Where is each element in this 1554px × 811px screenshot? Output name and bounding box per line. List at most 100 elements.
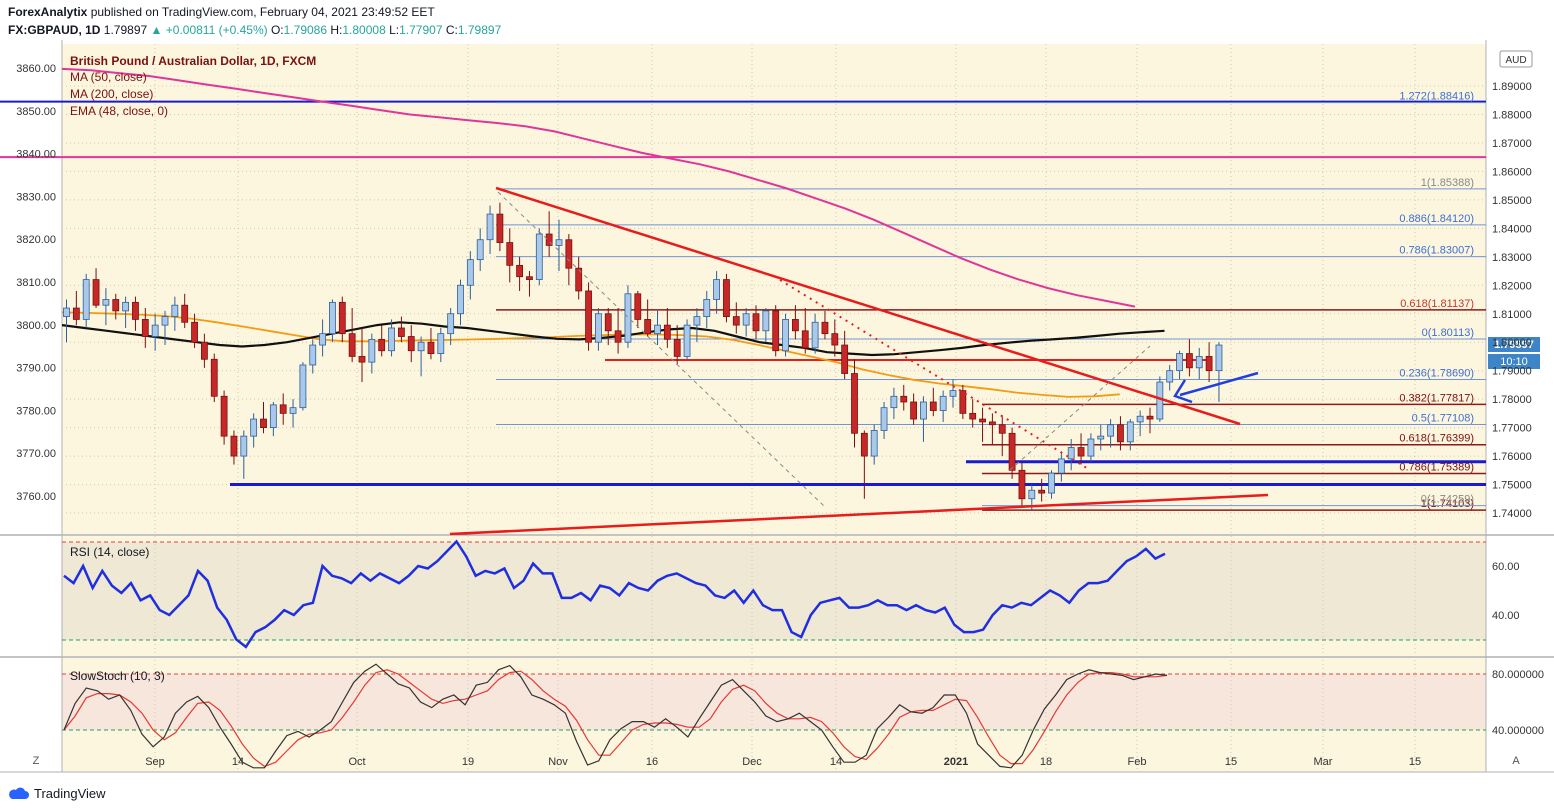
fib-level-label: 1(1.74103) bbox=[1421, 498, 1474, 510]
left-price-tick: 3850.00 bbox=[16, 106, 56, 118]
candle-body bbox=[939, 395, 947, 411]
time-axis-label: 19 bbox=[462, 756, 474, 768]
candle-body bbox=[427, 341, 435, 354]
fib-level-label: 0.786(1.83007) bbox=[1399, 245, 1474, 257]
candle-body bbox=[486, 213, 494, 241]
horizontal-levels[interactable] bbox=[0, 100, 1486, 487]
fib-retracement-guide bbox=[497, 191, 825, 507]
tradingview-wordmark: TradingView bbox=[34, 786, 106, 801]
descending-trendline[interactable] bbox=[495, 186, 1241, 426]
time-axis-label: Sep bbox=[145, 756, 165, 768]
candle-body bbox=[437, 333, 445, 354]
right-price-tick: 1.89000 bbox=[1492, 81, 1532, 93]
fib-level-label: 0.618(1.76399) bbox=[1399, 433, 1474, 445]
right-price-tick: 1.78000 bbox=[1492, 394, 1532, 406]
currency-box[interactable] bbox=[1499, 50, 1533, 68]
candle-body bbox=[900, 395, 908, 403]
time-axis-label: 14 bbox=[830, 756, 842, 768]
dotted-trendline[interactable] bbox=[779, 279, 1091, 471]
trend-drawings[interactable] bbox=[449, 186, 1269, 536]
time-axis-label: 15 bbox=[1409, 756, 1421, 768]
candle-body bbox=[644, 319, 652, 335]
candle-body bbox=[1057, 458, 1065, 474]
published-text: published on TradingView.com, February 0… bbox=[90, 5, 435, 19]
price-pane[interactable] bbox=[62, 44, 1486, 534]
time-axis-label: Oct bbox=[348, 756, 365, 768]
chart-canvas[interactable]: 1.272(1.88416) 1(1.85388) 0.886(1.84120) 0.… bbox=[0, 40, 1554, 780]
candle-body bbox=[378, 338, 386, 352]
currency-label: AUD bbox=[1505, 55, 1526, 66]
candle-body bbox=[397, 327, 405, 337]
candle-body bbox=[851, 373, 858, 434]
candle-body bbox=[516, 264, 523, 278]
ohlc-line: FX:GBPAUD, 1D 1.79897 ▲ +0.00811 (+0.45%… bbox=[8, 23, 501, 37]
tradingview-logo[interactable]: TradingView bbox=[6, 786, 106, 801]
candle-body bbox=[309, 344, 317, 366]
chart-title: British Pound / Australian Dollar, 1D, F… bbox=[70, 54, 316, 68]
price-badge-text: 1.79897 bbox=[1494, 339, 1534, 351]
scale-auto-button[interactable]: A bbox=[1512, 755, 1520, 767]
candle-body bbox=[1126, 421, 1134, 443]
right-price-tick: 1.74000 bbox=[1492, 508, 1532, 520]
candle-body bbox=[358, 356, 366, 363]
candlesticks[interactable] bbox=[63, 202, 1223, 511]
scale-z-button[interactable]: Z bbox=[33, 755, 40, 767]
publisher-name[interactable]: ForexAnalytix bbox=[8, 5, 88, 19]
close-value: 1.79897 bbox=[457, 23, 502, 37]
candle-body bbox=[457, 284, 464, 315]
fib-level-label: 0.886(1.84120) bbox=[1399, 213, 1474, 225]
rsi-tick: 60.00 bbox=[1492, 561, 1520, 573]
ma200-line bbox=[61, 67, 1136, 308]
legend-ema48: EMA (48, close, 0) bbox=[70, 104, 168, 118]
left-price-tick: 3860.00 bbox=[16, 63, 56, 75]
candle-body bbox=[752, 313, 760, 332]
left-price-tick: 3790.00 bbox=[16, 363, 56, 375]
open-value: 1.79086 bbox=[283, 23, 328, 37]
candle-body bbox=[801, 330, 809, 349]
ascending-trendline[interactable] bbox=[449, 493, 1269, 536]
left-price-tick: 3770.00 bbox=[16, 448, 56, 460]
right-price-tick: 1.88000 bbox=[1492, 109, 1532, 121]
candle-body bbox=[831, 333, 839, 346]
time-axis-label: Mar bbox=[1314, 756, 1333, 768]
candle-body bbox=[1186, 353, 1193, 369]
candle-body bbox=[102, 299, 110, 306]
candle-body bbox=[1195, 356, 1203, 369]
candle-body bbox=[122, 301, 129, 312]
candle-body bbox=[63, 307, 70, 317]
arrow-shaft[interactable] bbox=[1179, 371, 1259, 397]
candle-body bbox=[141, 319, 149, 337]
candle-body bbox=[841, 344, 849, 374]
axes: AUD 1.79897 10:10 Z A 1.89000 1.88000 1.87… bbox=[16, 50, 1544, 768]
right-price-tick: 1.86000 bbox=[1492, 166, 1532, 178]
candle-body bbox=[132, 301, 139, 320]
candle-body bbox=[989, 421, 996, 426]
candle-body bbox=[250, 418, 258, 437]
time-badge-text: 10:10 bbox=[1500, 356, 1528, 368]
candle-body bbox=[663, 324, 671, 340]
candle-body bbox=[565, 239, 573, 269]
fibonacci-levels[interactable]: 1.272(1.88416) 1(1.85388) 0.886(1.84120) 0.… bbox=[496, 91, 1486, 511]
candle-body bbox=[713, 279, 720, 300]
candle-body bbox=[151, 324, 159, 337]
candle-body bbox=[860, 432, 868, 457]
left-price-tick: 3780.00 bbox=[16, 405, 56, 417]
price-change: +0.00811 (+0.45%) bbox=[165, 23, 268, 37]
price-badge bbox=[1488, 337, 1540, 352]
candle-body bbox=[1166, 370, 1174, 383]
up-triangle-icon: ▲ bbox=[150, 23, 163, 37]
right-price-tick: 1.77000 bbox=[1492, 423, 1532, 435]
stoch-tick: 80.000000 bbox=[1492, 669, 1544, 681]
indicator-guides bbox=[62, 541, 1486, 731]
candle-body bbox=[772, 310, 780, 352]
fib-extension-guide bbox=[1009, 345, 1151, 471]
candle-body bbox=[181, 304, 189, 323]
candle-body bbox=[732, 316, 740, 326]
candle-body bbox=[585, 290, 592, 343]
candle-body bbox=[1176, 353, 1183, 372]
fib-level-label: 0.618(1.81137) bbox=[1400, 298, 1474, 310]
right-price-tick: 1.75000 bbox=[1492, 480, 1532, 492]
candle-body bbox=[723, 279, 730, 317]
rsi-legend: RSI (14, close) bbox=[70, 545, 149, 559]
chart-header: ForexAnalytix published on TradingView.c… bbox=[0, 0, 1554, 44]
